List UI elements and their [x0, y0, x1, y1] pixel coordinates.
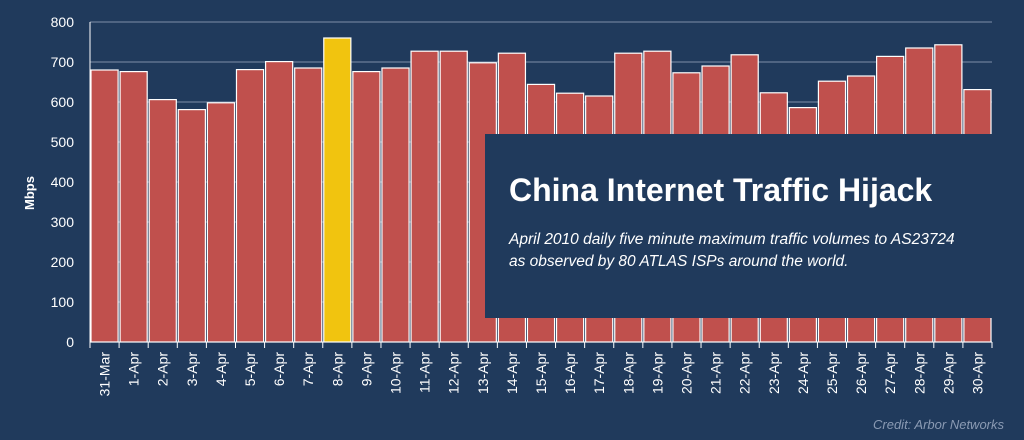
bar [264, 60, 294, 343]
x-tick-label: 1-Apr [126, 352, 142, 387]
x-tick-label: 16-Apr [562, 352, 578, 394]
x-tick-label: 27-Apr [882, 352, 898, 394]
x-tick-label: 14-Apr [504, 352, 520, 394]
bar [352, 70, 381, 343]
x-tick-label: 10-Apr [388, 352, 404, 394]
x-tick-label: 4-Apr [213, 352, 229, 387]
y-tick-label: 100 [51, 294, 75, 310]
x-tick-label: 12-Apr [446, 352, 462, 394]
y-tick-label: 400 [51, 174, 75, 190]
bar [148, 98, 177, 343]
x-tick-label: 19-Apr [649, 352, 665, 394]
credit-note: Credit: Arbor Networks [873, 417, 1004, 432]
bar [235, 68, 265, 343]
x-tick-label: 3-Apr [184, 352, 200, 387]
bar [410, 50, 439, 343]
x-tick-label: 25-Apr [824, 352, 840, 394]
x-tick-label: 2-Apr [155, 352, 171, 387]
x-tick-label: 22-Apr [737, 352, 753, 394]
x-tick-label: 17-Apr [591, 352, 607, 394]
x-tick-label: 7-Apr [300, 352, 316, 387]
chart-subtitle: April 2010 daily five minute maximum tra… [509, 231, 955, 270]
bar [206, 102, 236, 343]
x-tick-label: 28-Apr [911, 352, 927, 394]
x-tick-label: 26-Apr [853, 352, 869, 394]
x-tick-label: 5-Apr [242, 352, 258, 387]
bar-highlight [323, 37, 352, 343]
x-tick-label: 24-Apr [795, 352, 811, 394]
axes: 0 100 200 300 400 500 600 700 800 31-Mar 1-Apr 2-Ap… [51, 14, 993, 397]
y-tick-label: 600 [51, 94, 75, 110]
x-tick-label: 29-Apr [940, 352, 956, 394]
bar [294, 67, 323, 343]
x-tick-label: 23-Apr [766, 352, 782, 394]
y-tick-label: 300 [51, 214, 75, 230]
y-tick-label: 200 [51, 254, 75, 270]
x-tick-label: 30-Apr [969, 352, 985, 394]
y-tick-label: 800 [51, 14, 75, 30]
x-tick-label: 11-Apr [417, 352, 433, 393]
y-tick-label: 700 [51, 54, 75, 70]
x-tick-label: 20-Apr [678, 352, 694, 394]
bar [177, 108, 206, 343]
x-tick-label: 18-Apr [620, 352, 636, 394]
x-tick-label: 31-Mar [97, 352, 113, 397]
title-box: China Internet Traffic Hijack April 2010… [485, 134, 992, 318]
chart-title: China Internet Traffic Hijack [509, 172, 933, 208]
x-tick-label: 13-Apr [475, 352, 491, 394]
x-tick-label: 9-Apr [358, 352, 374, 387]
x-tick-label: 8-Apr [329, 352, 345, 387]
x-tick-label: 21-Apr [708, 352, 724, 394]
x-tick-label: 15-Apr [533, 352, 549, 394]
y-tick-label: 0 [66, 334, 74, 350]
y-tick-label: 500 [51, 134, 75, 150]
x-tick-label: 6-Apr [271, 352, 287, 387]
bar [439, 50, 468, 343]
y-axis-label: Mbps [22, 176, 37, 210]
bar [90, 69, 119, 343]
bar [381, 67, 410, 343]
bar [119, 70, 148, 343]
